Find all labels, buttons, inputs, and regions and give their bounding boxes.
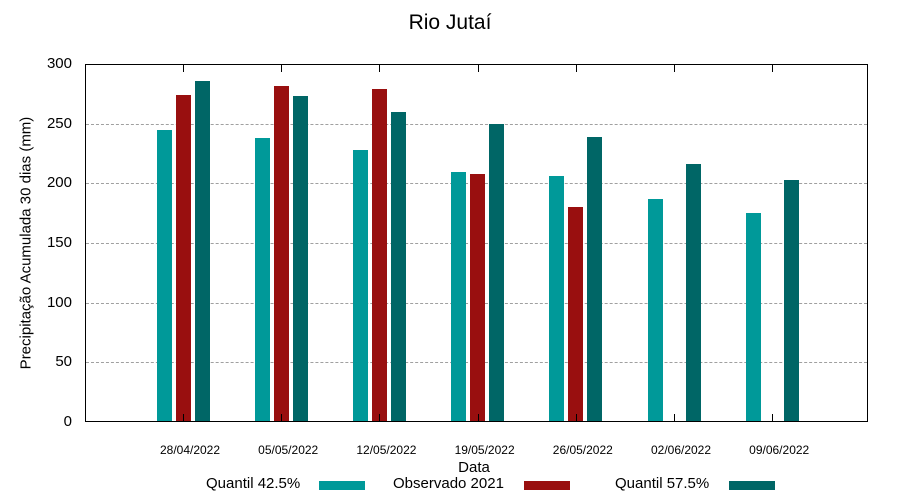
bar: [647, 199, 663, 421]
plot-area: [85, 64, 868, 422]
bar: [194, 80, 210, 421]
y-tick-label: 100: [46, 293, 72, 311]
x-tick-mark: [183, 64, 184, 72]
y-tick-label: 50: [55, 353, 72, 371]
x-tick-label: 12/05/2022: [356, 443, 417, 457]
bar: [549, 176, 565, 421]
bar: [451, 171, 467, 421]
legend-label-quantil-42: Quantil 42.5%: [206, 475, 301, 492]
gridline: [86, 123, 867, 125]
x-tick-label: 09/06/2022: [749, 443, 810, 457]
y-tick-label: 300: [46, 55, 72, 72]
bar: [156, 129, 172, 421]
legend-label-quantil-57: Quantil 57.5%: [615, 475, 710, 492]
bar: [489, 123, 505, 421]
x-tick-mark: [674, 64, 675, 72]
bar: [254, 138, 270, 421]
bar: [470, 173, 486, 421]
x-tick-label: 02/06/2022: [650, 443, 712, 457]
y-tick-label: 200: [46, 174, 72, 192]
bar: [568, 207, 584, 421]
bar: [371, 89, 387, 421]
chart-title: Rio Jutaí: [408, 11, 492, 34]
x-tick-mark: [674, 414, 675, 422]
y-tick-label: 0: [63, 413, 72, 430]
legend-swatch-quantil-42: [319, 481, 365, 490]
x-tick-mark: [281, 64, 283, 72]
bar: [587, 137, 603, 421]
bar: [745, 213, 761, 421]
bar: [175, 95, 191, 421]
x-tick-mark: [477, 414, 479, 422]
x-tick-mark: [379, 414, 381, 422]
x-tick-label: 19/05/2022: [454, 443, 515, 457]
y-tick-label: 250: [46, 114, 72, 132]
x-tick-mark: [772, 414, 774, 422]
x-tick-label: 26/05/2022: [552, 443, 613, 457]
bar: [685, 164, 701, 421]
x-tick-mark: [477, 64, 479, 72]
x-tick-label: 05/05/2022: [258, 443, 319, 457]
bar: [352, 150, 368, 421]
legend-swatch-observado: [524, 481, 570, 490]
y-tick-label: 150: [46, 234, 72, 251]
x-tick-mark: [575, 64, 577, 72]
bar: [292, 96, 308, 421]
bar: [783, 179, 799, 421]
x-tick-label: 28/04/2022: [159, 443, 221, 457]
x-tick-mark: [772, 64, 774, 72]
bar: [273, 85, 289, 421]
x-tick-mark: [575, 414, 577, 422]
x-tick-mark: [379, 64, 381, 72]
legend-swatch-quantil-57: [729, 481, 775, 490]
x-tick-mark: [183, 414, 184, 422]
bar: [390, 111, 406, 421]
legend-label-observado: Observado 2021: [393, 475, 504, 492]
x-tick-mark: [281, 414, 283, 422]
x-axis-label: Data: [458, 459, 490, 476]
